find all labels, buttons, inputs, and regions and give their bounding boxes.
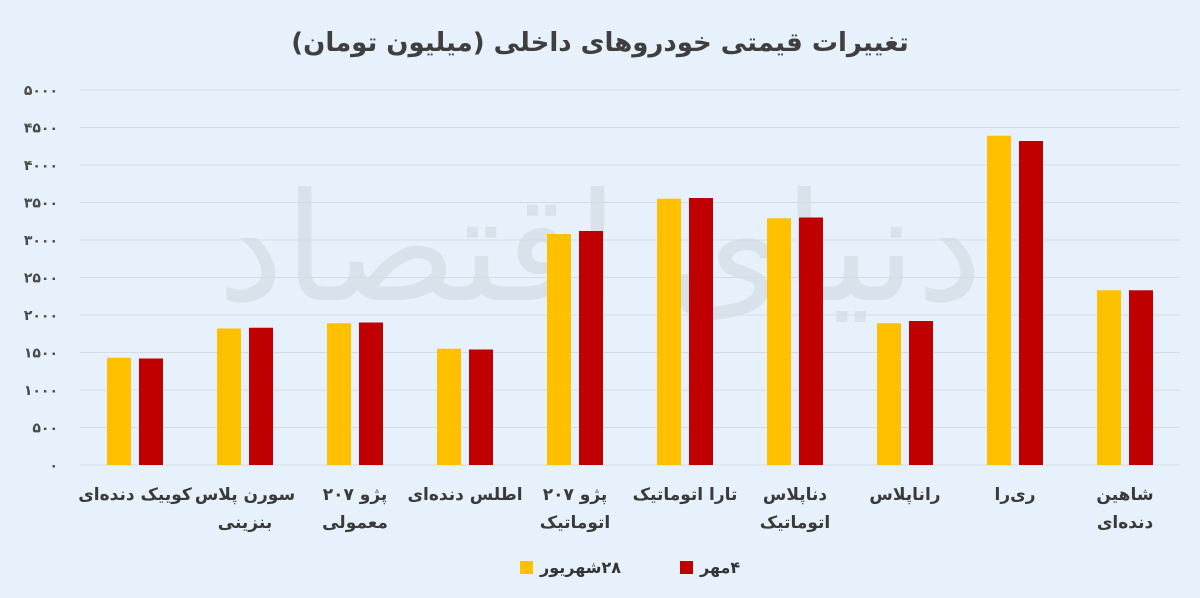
bar <box>107 357 131 465</box>
y-tick-label: ۵۰۰ <box>32 421 58 437</box>
legend: ۲۸شهریور ۴مهر <box>520 558 740 577</box>
bar <box>799 217 823 465</box>
y-axis: ۰ ۵۰۰ ۱۰۰۰ ۱۵۰۰ ۲۰۰۰ ۲۵۰۰ ۳۰۰۰ ۳۵۰۰ ۴۰۰۰ ۴۵۰۰ ۵۰۰۰ <box>24 83 58 474</box>
y-tick-label: ۲۵۰۰ <box>24 271 58 287</box>
y-tick-label: ۰ <box>49 458 58 474</box>
bar <box>877 323 901 465</box>
y-tick-label: ۳۰۰۰ <box>24 233 58 249</box>
y-tick-label: ۵۰۰۰ <box>24 83 58 99</box>
bar <box>327 323 351 465</box>
bar <box>1019 141 1043 465</box>
bar <box>689 198 713 465</box>
bar <box>1097 290 1121 465</box>
bar <box>767 218 791 465</box>
y-tick-label: ۲۰۰۰ <box>24 308 58 324</box>
bar <box>249 327 273 465</box>
x-axis: کوییک دنده‌ای سورن پلاس بنزینی پژو ۲۰۷ معمول… <box>78 485 1153 533</box>
bar <box>359 322 383 465</box>
legend-swatch <box>680 561 693 574</box>
bar <box>437 348 461 465</box>
x-tick-label: شاهین دنده‌ای <box>1096 485 1153 533</box>
bar <box>909 321 933 465</box>
grid <box>80 89 1180 466</box>
bar <box>579 231 603 465</box>
bars <box>107 135 1153 465</box>
legend-label: ۲۸شهریور <box>539 558 621 577</box>
chart-title: تغییرات قیمتی خودروهای داخلی (میلیون توم… <box>291 28 908 58</box>
y-tick-label: ۴۵۰۰ <box>24 121 58 137</box>
legend-label: ۴مهر <box>699 558 740 577</box>
y-tick-label: ۱۰۰۰ <box>24 383 58 399</box>
x-tick-label: تارا اتوماتیک <box>633 485 738 505</box>
legend-swatch <box>520 561 533 574</box>
bar <box>1129 290 1153 465</box>
bar <box>469 349 493 465</box>
bar <box>987 135 1011 465</box>
y-tick-label: ۱۵۰۰ <box>24 346 58 362</box>
x-tick-label: راناپلاس <box>869 485 940 505</box>
x-tick-label: اطلس دنده‌ای <box>407 485 522 505</box>
bar <box>217 328 241 465</box>
x-tick-label: کوییک دنده‌ای <box>78 485 192 505</box>
bar <box>657 198 681 465</box>
y-tick-label: ۴۰۰۰ <box>24 158 58 174</box>
x-tick-label: پژو ۲۰۷ اتوماتیک <box>540 485 611 533</box>
y-tick-label: ۳۵۰۰ <box>24 196 58 212</box>
x-tick-label: دناپلاس اتوماتیک <box>760 485 831 533</box>
bar <box>139 358 163 465</box>
bar <box>547 234 571 465</box>
x-tick-label: ری‌را <box>995 485 1036 505</box>
x-tick-label: پژو ۲۰۷ معمولی <box>322 485 388 533</box>
x-tick-label: سورن پلاس بنزینی <box>195 485 295 533</box>
